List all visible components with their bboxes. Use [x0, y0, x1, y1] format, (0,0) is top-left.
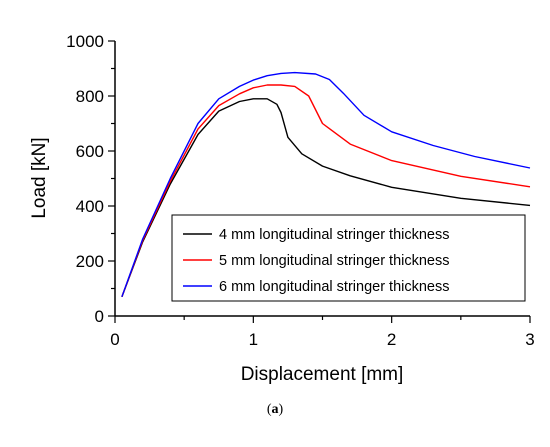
y-ticks: 0 200 400 600 800 1000: [66, 32, 115, 326]
x-axis-title: Displacement [mm]: [241, 364, 404, 385]
legend-label-3: 6 mm longitudinal stringer thickness: [219, 279, 450, 295]
series-line-2: [121, 84, 531, 298]
x-ticks: 0 1 2 3: [110, 316, 535, 349]
x-tick-label: 0: [110, 330, 119, 349]
y-axis-title: Load [kN]: [29, 137, 50, 218]
y-tick-label: 400: [76, 197, 104, 216]
x-tick-label: 3: [525, 330, 534, 349]
legend-box: [171, 214, 526, 302]
legend-label-2: 5 mm longitudinal stringer thickness: [219, 253, 450, 269]
x-tick-label: 1: [249, 330, 258, 349]
y-tick-label: 600: [76, 142, 104, 161]
y-tick-label: 0: [95, 307, 104, 326]
plot-area: [121, 71, 531, 298]
series-line-3: [121, 71, 531, 298]
y-tick-label: 800: [76, 87, 104, 106]
figure-caption: (a): [267, 402, 284, 417]
x-tick-label: 2: [387, 330, 396, 349]
legend: 4 mm longitudinal stringer thickness 5 mm…: [171, 214, 526, 302]
series-line-1: [121, 98, 531, 298]
legend-label-1: 4 mm longitudinal stringer thickness: [219, 227, 450, 243]
legend-items: 4 mm longitudinal stringer thickness 5 mm…: [183, 227, 450, 295]
y-tick-label: 1000: [66, 32, 104, 51]
y-tick-label: 200: [76, 252, 104, 271]
